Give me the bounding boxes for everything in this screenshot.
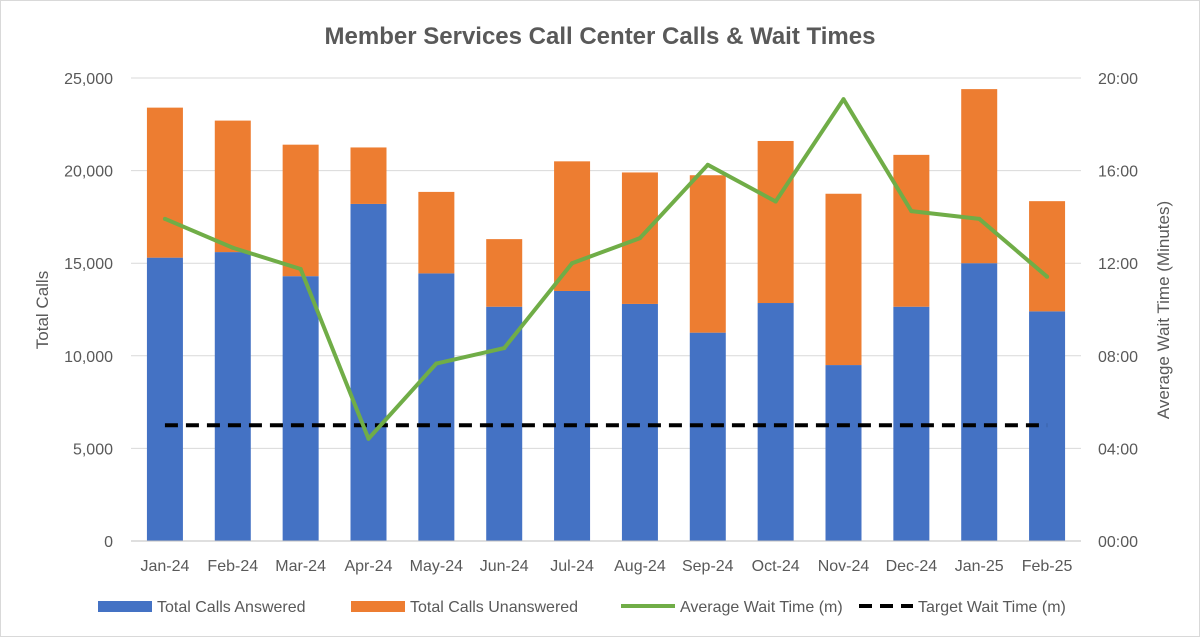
y2-tick-label: 08:00	[1098, 349, 1138, 366]
avg-wait-point	[841, 97, 846, 102]
avg-wait-point	[230, 245, 235, 250]
avg-wait-point	[162, 216, 167, 221]
legend-label: Target Wait Time (m)	[918, 599, 1066, 616]
x-tick-label: Oct-24	[752, 558, 800, 575]
avg-wait-point	[434, 361, 439, 366]
x-tick-label: Mar-24	[275, 558, 326, 575]
y2-tick-label: 12:00	[1098, 256, 1138, 273]
legend-label: Total Calls Unanswered	[410, 599, 578, 616]
x-tick-label: Jan-25	[955, 558, 1004, 575]
y-tick-label: 20,000	[64, 164, 113, 181]
x-tick-label: Apr-24	[344, 558, 392, 575]
bar-unanswered	[689, 175, 726, 333]
chart-title: Member Services Call Center Calls & Wait…	[325, 23, 876, 50]
avg-wait-point	[705, 162, 710, 167]
avg-wait-point	[570, 261, 575, 266]
bar-unanswered	[1029, 201, 1066, 312]
bar-answered	[146, 257, 183, 541]
bar-answered	[282, 276, 319, 541]
legend-label: Total Calls Answered	[157, 599, 306, 616]
x-tick-label: Sep-24	[682, 558, 734, 575]
x-tick-label: Nov-24	[818, 558, 870, 575]
avg-wait-point	[773, 199, 778, 204]
avg-wait-point	[366, 436, 371, 441]
bar-unanswered	[146, 107, 183, 258]
avg-wait-point	[977, 216, 982, 221]
y-axis-label: Total Calls	[33, 271, 52, 349]
bar-unanswered	[418, 191, 455, 274]
bar-answered	[418, 273, 455, 541]
bar-unanswered	[282, 144, 319, 277]
y2-tick-label: 00:00	[1098, 534, 1138, 551]
bar-unanswered	[554, 161, 591, 291]
x-tick-label: May-24	[410, 558, 463, 575]
x-tick-label: Feb-24	[207, 558, 258, 575]
x-tick-label: Jun-24	[480, 558, 529, 575]
avg-wait-line	[164, 97, 1049, 441]
bar-unanswered	[350, 147, 387, 204]
y2-tick-label: 20:00	[1098, 71, 1138, 88]
y-tick-label: 5,000	[73, 441, 113, 458]
bar-answered	[554, 290, 591, 541]
avg-wait-point	[298, 266, 303, 271]
y2-tick-label: 04:00	[1098, 441, 1138, 458]
y-tick-label: 10,000	[64, 349, 113, 366]
x-tick-label: Aug-24	[614, 558, 666, 575]
bar-answered	[825, 365, 862, 541]
x-tick-label: Dec-24	[886, 558, 938, 575]
x-tick-label: Jan-24	[140, 558, 189, 575]
bar-answered	[214, 252, 251, 541]
bar-unanswered	[825, 193, 862, 366]
x-tick-label: Jul-24	[550, 558, 594, 575]
bar-answered	[621, 303, 658, 541]
avg-wait-point	[1045, 274, 1050, 279]
legend-swatch	[351, 601, 405, 612]
bar-answered	[350, 203, 387, 541]
bar-answered	[757, 303, 794, 541]
avg-wait-point	[909, 209, 914, 214]
bar-unanswered	[893, 154, 930, 307]
bar-answered	[689, 332, 726, 541]
bar-unanswered	[961, 89, 998, 264]
y2-tick-label: 16:00	[1098, 164, 1138, 181]
y2-axis-label: Average Wait Time (Minutes)	[1154, 201, 1173, 419]
avg-wait-point	[637, 236, 642, 241]
bar-answered	[961, 263, 998, 541]
y-tick-label: 0	[104, 534, 113, 551]
legend-swatch	[98, 601, 152, 612]
x-tick-label: Feb-25	[1022, 558, 1073, 575]
legend-label: Average Wait Time (m)	[680, 599, 843, 616]
avg-wait-point	[502, 346, 507, 351]
bar-unanswered	[757, 140, 794, 304]
y-tick-label: 15,000	[64, 256, 113, 273]
y-tick-label: 25,000	[64, 71, 113, 88]
bar-unanswered	[486, 239, 523, 307]
bar-unanswered	[214, 120, 251, 253]
